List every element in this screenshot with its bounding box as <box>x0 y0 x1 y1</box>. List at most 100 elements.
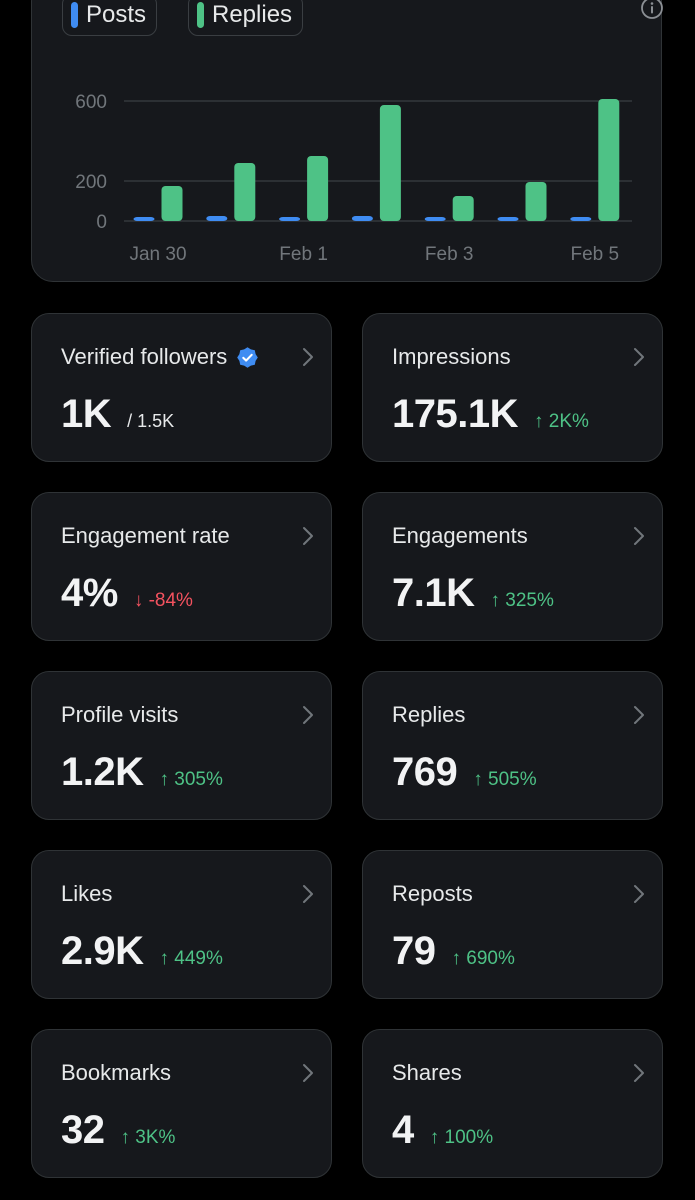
posts-bar[interactable] <box>206 216 228 221</box>
posts-bar[interactable] <box>133 217 155 221</box>
activity-chart-card: Posts Replies 0 200 600 Jan 30 Feb 1 Feb 3 Feb… <box>31 0 664 282</box>
stat-value: 7.1K <box>392 571 475 615</box>
stat-value-row: 1K / 1.5K <box>61 392 174 437</box>
chevron-right-icon <box>303 885 313 903</box>
stat-value: 175.1K <box>392 392 518 436</box>
chevron-right-icon <box>303 706 313 724</box>
bookmarks-card[interactable]: Bookmarks 32 ↑ 3K% <box>31 1029 332 1178</box>
stat-value-row: 32 ↑ 3K% <box>61 1108 175 1153</box>
arrow-up-icon: ↑ <box>473 769 489 790</box>
stat-change-value: -84% <box>148 590 193 611</box>
stat-total: / 1.5K <box>127 411 175 431</box>
replies-bar[interactable] <box>525 182 547 221</box>
posts-bar[interactable] <box>279 217 301 221</box>
stat-label: Shares <box>392 1060 462 1086</box>
impressions-card[interactable]: Impressions 175.1K ↑ 2K% <box>362 313 663 462</box>
stat-value-row: 7.1K ↑ 325% <box>392 571 554 616</box>
replies-card[interactable]: Replies 769 ↑ 505% <box>362 671 663 820</box>
stat-change-value: 505% <box>488 769 537 790</box>
engagement-rate-card[interactable]: Engagement rate 4% ↓ -84% <box>31 492 332 641</box>
profile-visits-card[interactable]: Profile visits 1.2K ↑ 305% <box>31 671 332 820</box>
stat-label-text: Shares <box>392 1060 462 1085</box>
arrow-up-icon: ↑ <box>120 1127 136 1148</box>
stat-change: ↑ 100% <box>430 1127 493 1149</box>
arrow-up-icon: ↑ <box>159 948 175 969</box>
stat-label-text: Profile visits <box>61 702 179 727</box>
stat-change-value: 325% <box>505 590 554 611</box>
replies-bar[interactable] <box>598 99 620 221</box>
stat-change: ↑ 305% <box>160 769 223 791</box>
shares-card[interactable]: Shares 4 ↑ 100% <box>362 1029 663 1178</box>
chevron-right-icon <box>634 1064 644 1082</box>
stat-change-value: 3K% <box>135 1127 176 1148</box>
stat-value: 4% <box>61 571 118 615</box>
stat-value: 79 <box>392 929 436 973</box>
y-tick-label: 600 <box>75 92 107 113</box>
x-tick-label: Jan 30 <box>129 244 186 265</box>
y-tick-label: 0 <box>96 212 107 233</box>
posts-bar[interactable] <box>570 217 592 221</box>
stat-value: 1K <box>61 392 112 436</box>
legend-replies-label: Replies <box>212 1 293 28</box>
info-icon[interactable] <box>640 0 664 20</box>
stat-value: 32 <box>61 1108 105 1152</box>
stat-value: 2.9K <box>61 929 144 973</box>
chevron-right-icon <box>303 527 313 545</box>
stat-value: 4 <box>392 1108 414 1152</box>
stat-change: ↓ -84% <box>134 590 193 612</box>
stat-value: 1.2K <box>61 750 144 794</box>
posts-bar[interactable] <box>424 217 446 221</box>
arrow-up-icon: ↑ <box>159 769 175 790</box>
stat-change: ↑ 690% <box>452 948 515 970</box>
stat-change: ↑ 449% <box>160 948 223 970</box>
replies-bar[interactable] <box>452 196 474 221</box>
stat-value-row: 2.9K ↑ 449% <box>61 929 223 974</box>
chevron-right-icon <box>634 706 644 724</box>
stat-label-text: Engagements <box>392 523 528 548</box>
replies-bar[interactable] <box>307 156 329 221</box>
legend-posts-label: Posts <box>86 1 147 28</box>
posts-bar[interactable] <box>351 216 373 221</box>
legend-replies[interactable]: Replies <box>188 0 304 36</box>
arrow-down-icon: ↓ <box>133 590 149 611</box>
replies-bar[interactable] <box>161 186 183 221</box>
stat-label: Profile visits <box>61 702 178 728</box>
stat-change: ↑ 2K% <box>534 411 589 433</box>
chevron-right-icon <box>303 1064 313 1082</box>
arrow-up-icon: ↑ <box>429 1127 445 1148</box>
stat-label: Likes <box>61 881 112 907</box>
arrow-up-icon: ↑ <box>533 411 549 432</box>
reposts-card[interactable]: Reposts 79 ↑ 690% <box>362 850 663 999</box>
stat-change-value: 305% <box>174 769 223 790</box>
engagements-card[interactable]: Engagements 7.1K ↑ 325% <box>362 492 663 641</box>
stat-label: Replies <box>392 702 465 728</box>
stat-change-value: 2K% <box>548 411 589 432</box>
posts-bar[interactable] <box>497 217 519 221</box>
stat-label: Engagements <box>392 523 528 549</box>
stat-value: 769 <box>392 750 458 794</box>
stat-label-text: Impressions <box>392 344 511 369</box>
arrow-up-icon: ↑ <box>451 948 467 969</box>
stat-label: Engagement rate <box>61 523 230 549</box>
replies-swatch <box>197 2 204 28</box>
stat-change-value: 449% <box>174 948 223 969</box>
stat-change: ↑ 505% <box>473 769 536 791</box>
chevron-right-icon <box>634 527 644 545</box>
y-tick-label: 200 <box>75 172 107 193</box>
x-tick-label: Feb 5 <box>571 244 620 265</box>
stat-value-row: 769 ↑ 505% <box>392 750 537 795</box>
replies-bar[interactable] <box>379 105 401 221</box>
stat-value-row: 4 ↑ 100% <box>392 1108 493 1153</box>
likes-card[interactable]: Likes 2.9K ↑ 449% <box>31 850 332 999</box>
verified-followers-card[interactable]: Verified followers 1K / 1.5K <box>31 313 332 462</box>
stat-change-value: 100% <box>444 1127 494 1148</box>
stat-label-text: Reposts <box>392 881 473 906</box>
stat-label: Impressions <box>392 344 511 370</box>
stat-label-text: Engagement rate <box>61 523 230 548</box>
legend-posts[interactable]: Posts <box>62 0 158 36</box>
replies-bar[interactable] <box>234 163 256 221</box>
x-tick-label: Feb 1 <box>279 244 328 265</box>
stat-change: ↑ 325% <box>491 590 554 612</box>
arrow-up-icon: ↑ <box>490 590 506 611</box>
stat-change: ↑ 3K% <box>121 1127 176 1149</box>
